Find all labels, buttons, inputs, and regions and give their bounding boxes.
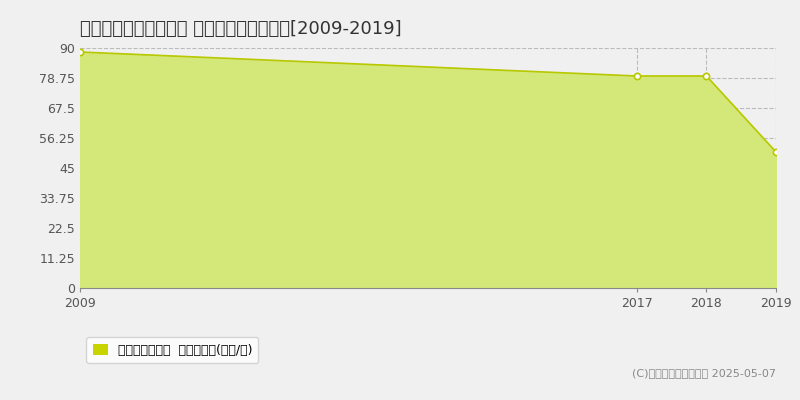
Legend: マンション価格  平均嵪単価(万円/嵪): マンション価格 平均嵪単価(万円/嵪) <box>86 338 258 363</box>
Text: (C)土地価格ドットコム 2025-05-07: (C)土地価格ドットコム 2025-05-07 <box>632 368 776 378</box>
Text: 名古屋市熱田区金山町 マンション価格推移[2009-2019]: 名古屋市熱田区金山町 マンション価格推移[2009-2019] <box>80 20 402 38</box>
